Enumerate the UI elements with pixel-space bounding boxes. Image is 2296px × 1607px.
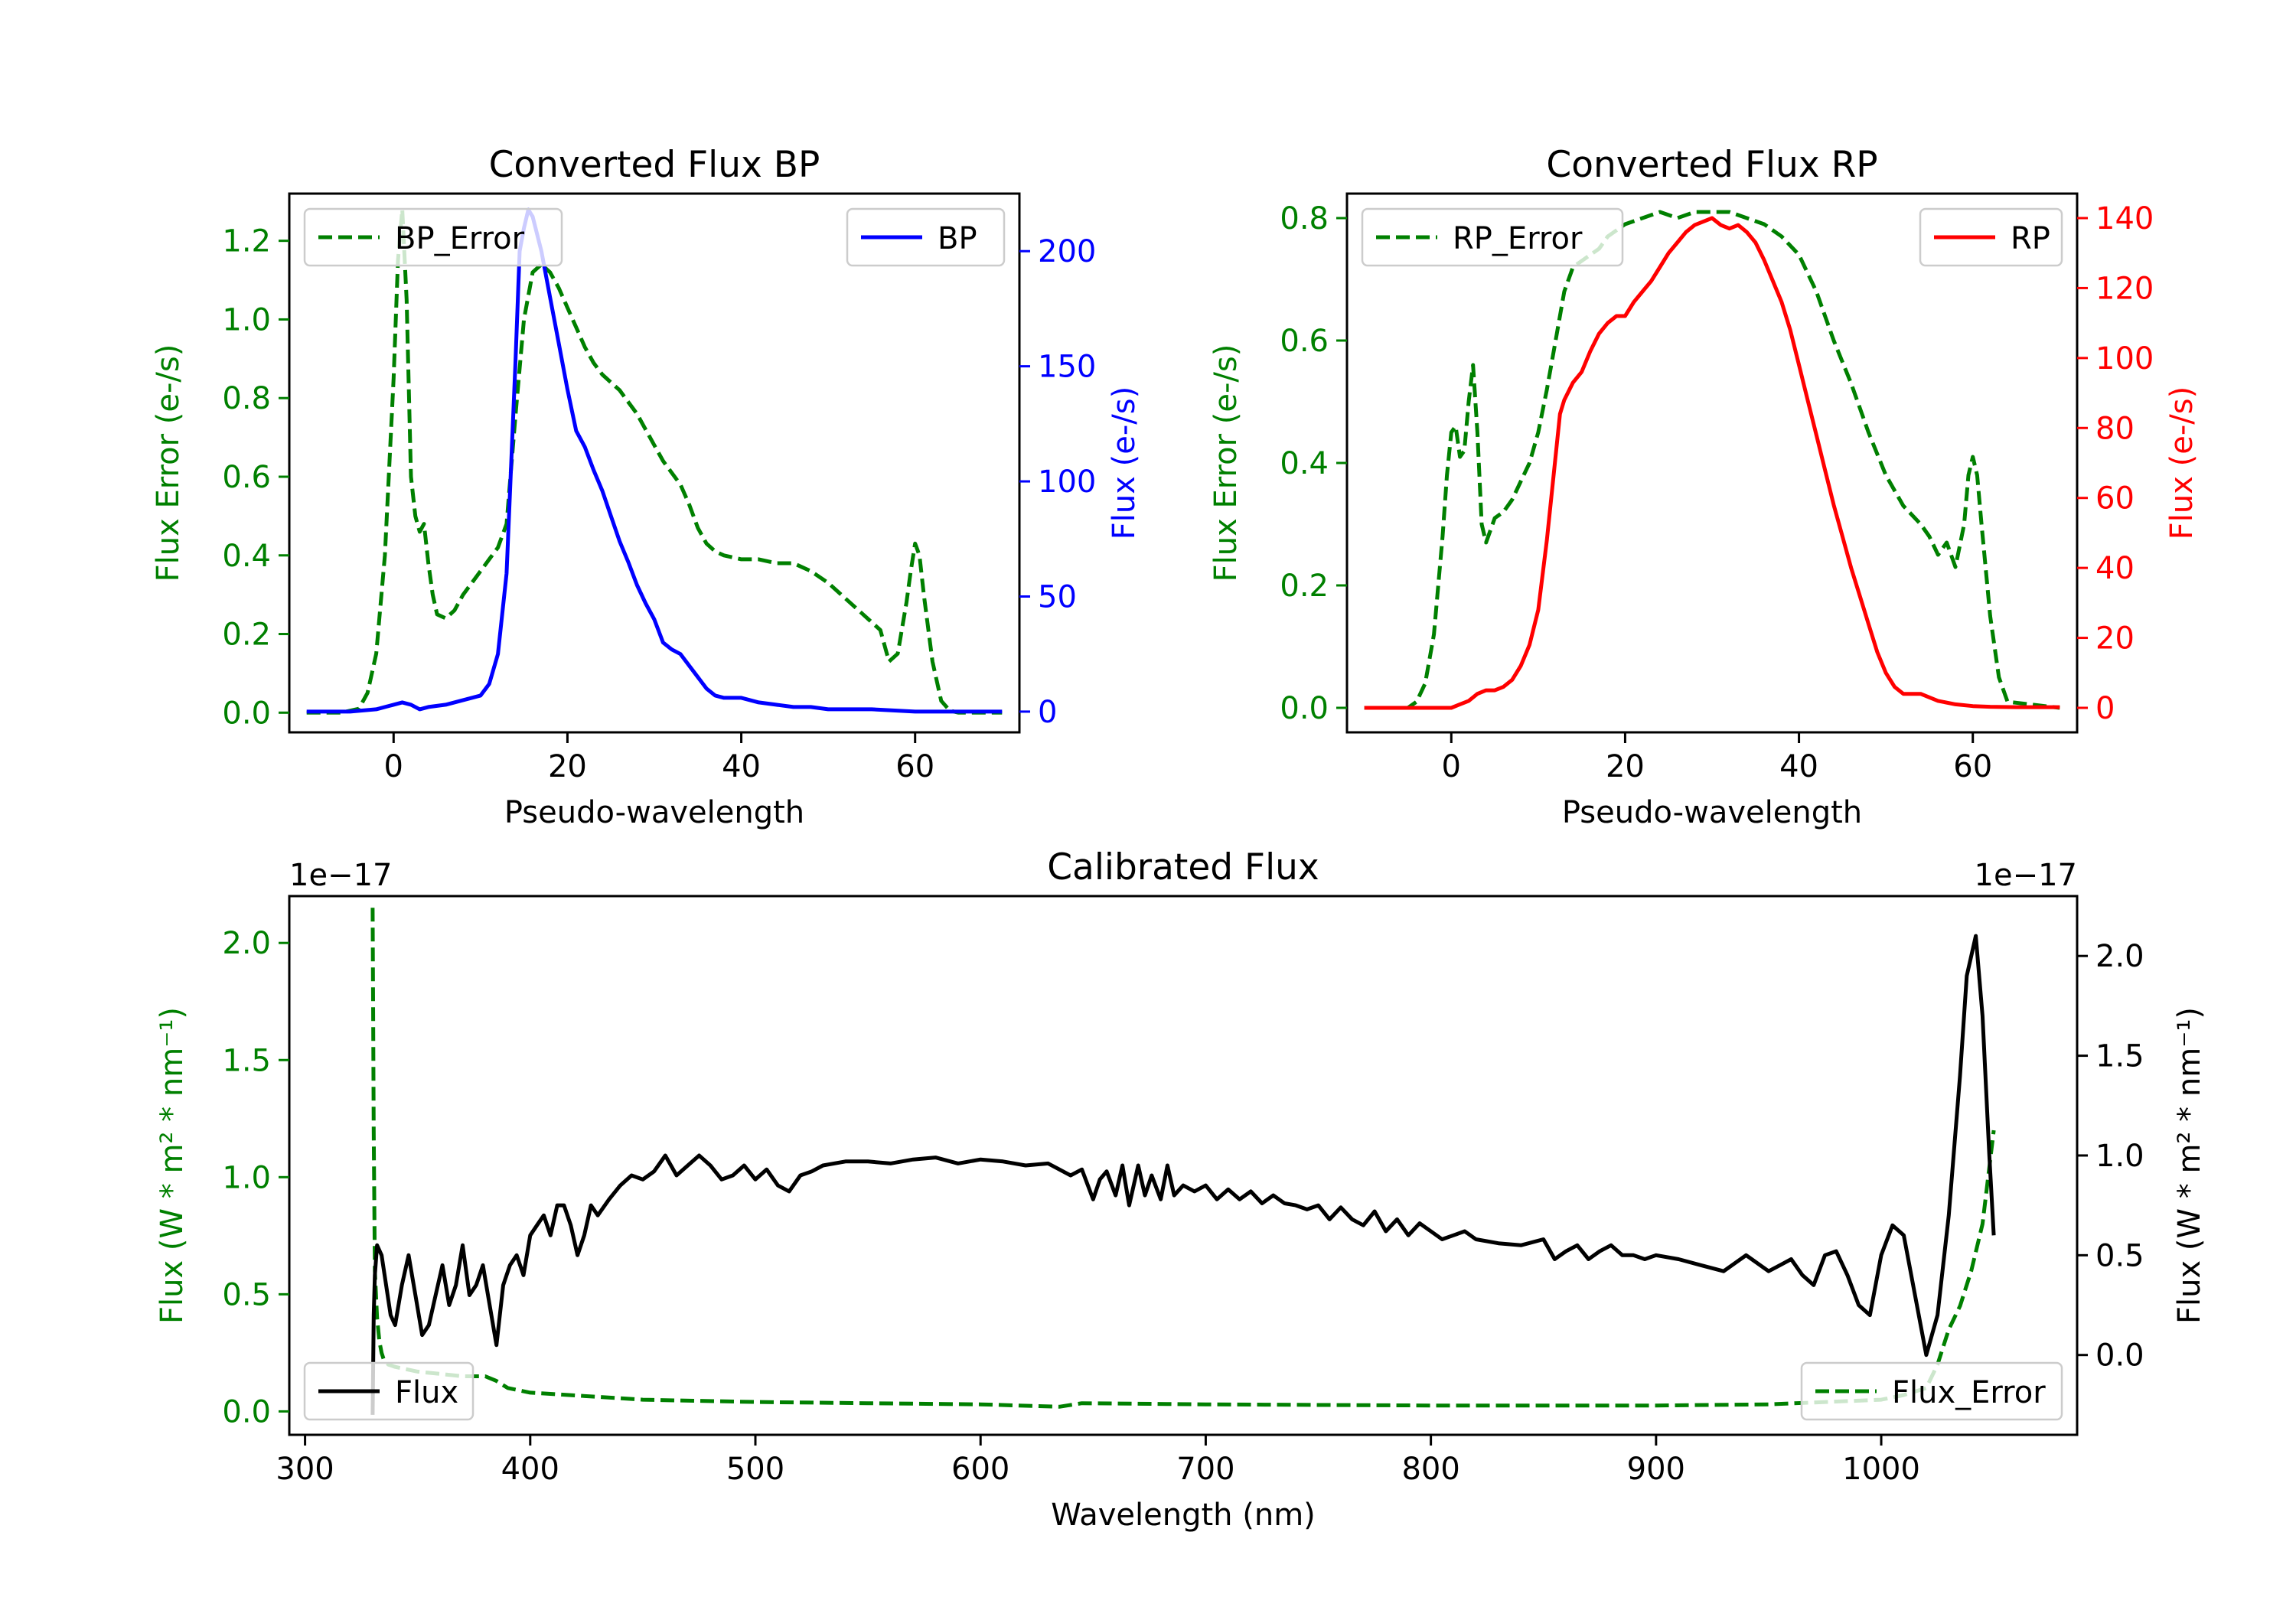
y-right-tick-label: 0 <box>2095 691 2115 726</box>
y-right-tick-label: 150 <box>1038 350 1096 385</box>
legend-flux-error: Flux_Error <box>1800 1361 2063 1421</box>
chart-title: Converted Flux RP <box>1546 144 1877 186</box>
y-right-tick-label: 1.0 <box>2095 1139 2144 1174</box>
series-group <box>370 908 1996 1415</box>
x-tick-label: 0 <box>384 749 403 784</box>
series-line-rp-error <box>1364 210 2060 710</box>
y-right-tick-label: 100 <box>2095 341 2154 376</box>
legend-label: Flux <box>395 1375 458 1410</box>
x-tick-label: 1000 <box>1842 1452 1920 1487</box>
y-left-tick-label: 0.8 <box>1280 201 1329 236</box>
y-left-tick-label: 0.2 <box>1280 569 1329 604</box>
y-right-tick-label: 0.5 <box>2095 1238 2144 1273</box>
y-left-offset-label: 1e−17 <box>289 858 392 893</box>
y-left-tick-label: 0.0 <box>222 1394 271 1429</box>
x-tick-label: 40 <box>722 749 761 784</box>
y-left-tick-label: 1.2 <box>222 224 271 259</box>
series-line-bp-error <box>306 207 1003 715</box>
y-left-tick-label: 0.4 <box>222 539 271 574</box>
x-tick-label: 900 <box>1627 1452 1685 1487</box>
y-right-tick-label: 140 <box>2095 201 2154 236</box>
legend-frame <box>1800 1361 2063 1421</box>
x-tick-label: 20 <box>1606 749 1645 784</box>
x-tick-label: 500 <box>726 1452 784 1487</box>
plot-frame <box>1345 192 2079 734</box>
y-right-tick-label: 50 <box>1038 579 1077 614</box>
legend-label: BP <box>938 221 977 256</box>
plot-frame <box>288 192 1021 734</box>
chart-panel-2: Converted Flux RP 0 20 40 60 0.0 0.2 0.4 0.6 0.8 0… <box>1208 144 2200 830</box>
y-left-tick-label: 0.5 <box>222 1277 271 1312</box>
legend-label: Flux_Error <box>1892 1375 2046 1410</box>
y-right-tick-label: 20 <box>2095 621 2135 657</box>
y-right-axis-label: Flux (e-/s) <box>1107 386 1142 539</box>
plot-frame <box>288 895 2079 1436</box>
legend-error: BP_Error <box>303 207 563 267</box>
y-right-tick-label: 200 <box>1038 234 1096 269</box>
legend-frame <box>303 207 563 267</box>
x-tick-label: 600 <box>951 1452 1009 1487</box>
x-tick-label: 800 <box>1401 1452 1459 1487</box>
y-right-tick-label: 40 <box>2095 551 2135 586</box>
y-left-tick-label: 0.8 <box>222 381 271 416</box>
legend-flux: BP <box>846 207 1006 267</box>
y-left-tick-label: 1.0 <box>222 302 271 337</box>
y-left-tick-label: 0.6 <box>1280 324 1329 359</box>
legend-label: RP <box>2011 221 2050 256</box>
legend-error: RP_Error <box>1361 207 1624 267</box>
series-line-bp <box>306 207 1003 714</box>
y-left-axis-label: Flux Error (e-/s) <box>151 344 186 582</box>
legend-flux: Flux <box>303 1361 475 1421</box>
x-axis-label: Wavelength (nm) <box>1051 1498 1316 1533</box>
x-axis-label: Pseudo-wavelength <box>1562 795 1862 830</box>
x-tick-label: 20 <box>548 749 587 784</box>
x-tick-label: 40 <box>1779 749 1818 784</box>
series-line-rp <box>1364 216 2060 710</box>
y-left-tick-label: 0.0 <box>1280 691 1329 726</box>
y-left-tick-label: 0.0 <box>222 696 271 731</box>
y-left-tick-label: 0.4 <box>1280 446 1329 481</box>
y-right-tick-label: 0.0 <box>2095 1338 2144 1374</box>
x-tick-label: 60 <box>895 749 934 784</box>
legend-frame <box>1361 207 1624 267</box>
chart-panel-1: Converted Flux BP 0 20 40 60 0.0 0.2 0.4 0.6 0.8 1… <box>151 144 1142 830</box>
chart-title: Converted Flux BP <box>489 144 820 186</box>
x-axis-label: Pseudo-wavelength <box>504 795 804 830</box>
legend-label: RP_Error <box>1453 221 1583 256</box>
y-right-axis-label: Flux (e-/s) <box>2164 386 2200 539</box>
x-tick-label: 0 <box>1442 749 1461 784</box>
chart-panel-3: Calibrated Flux 300 400 500 600 700 800 900 1000… <box>155 846 2207 1533</box>
y-right-tick-label: 2.0 <box>2095 939 2144 974</box>
y-right-tick-label: 1.5 <box>2095 1039 2144 1074</box>
y-left-tick-label: 2.0 <box>222 926 271 961</box>
legend-frame <box>846 207 1006 267</box>
y-right-axis-label: Flux (W * m² * nm⁻¹) <box>2172 1007 2207 1324</box>
y-left-axis-label: Flux Error (e-/s) <box>1208 344 1244 582</box>
chart-title: Calibrated Flux <box>1047 846 1319 888</box>
series-line-flux <box>370 934 1996 1415</box>
x-tick-label: 400 <box>501 1452 559 1487</box>
legend-label: BP_Error <box>395 221 525 256</box>
y-right-tick-label: 60 <box>2095 481 2135 517</box>
x-tick-label: 700 <box>1176 1452 1234 1487</box>
y-right-tick-label: 0 <box>1038 695 1057 730</box>
y-left-tick-label: 0.6 <box>222 460 271 495</box>
y-left-tick-label: 1.0 <box>222 1160 271 1195</box>
y-right-tick-label: 100 <box>1038 464 1096 500</box>
y-right-tick-label: 120 <box>2095 271 2154 306</box>
y-right-tick-label: 80 <box>2095 411 2135 446</box>
legend-frame <box>303 1361 475 1421</box>
x-tick-label: 300 <box>276 1452 334 1487</box>
series-line-flux-error <box>370 908 1996 1409</box>
series-group <box>1364 210 2060 710</box>
y-right-offset-label: 1e−17 <box>1975 858 2077 893</box>
y-left-tick-label: 0.2 <box>222 618 271 653</box>
series-group <box>306 207 1003 715</box>
legend-flux: RP <box>1919 207 2063 267</box>
x-tick-label: 60 <box>1953 749 1992 784</box>
y-left-tick-label: 1.5 <box>222 1043 271 1078</box>
y-left-axis-label: Flux (W * m² * nm⁻¹) <box>155 1007 190 1324</box>
